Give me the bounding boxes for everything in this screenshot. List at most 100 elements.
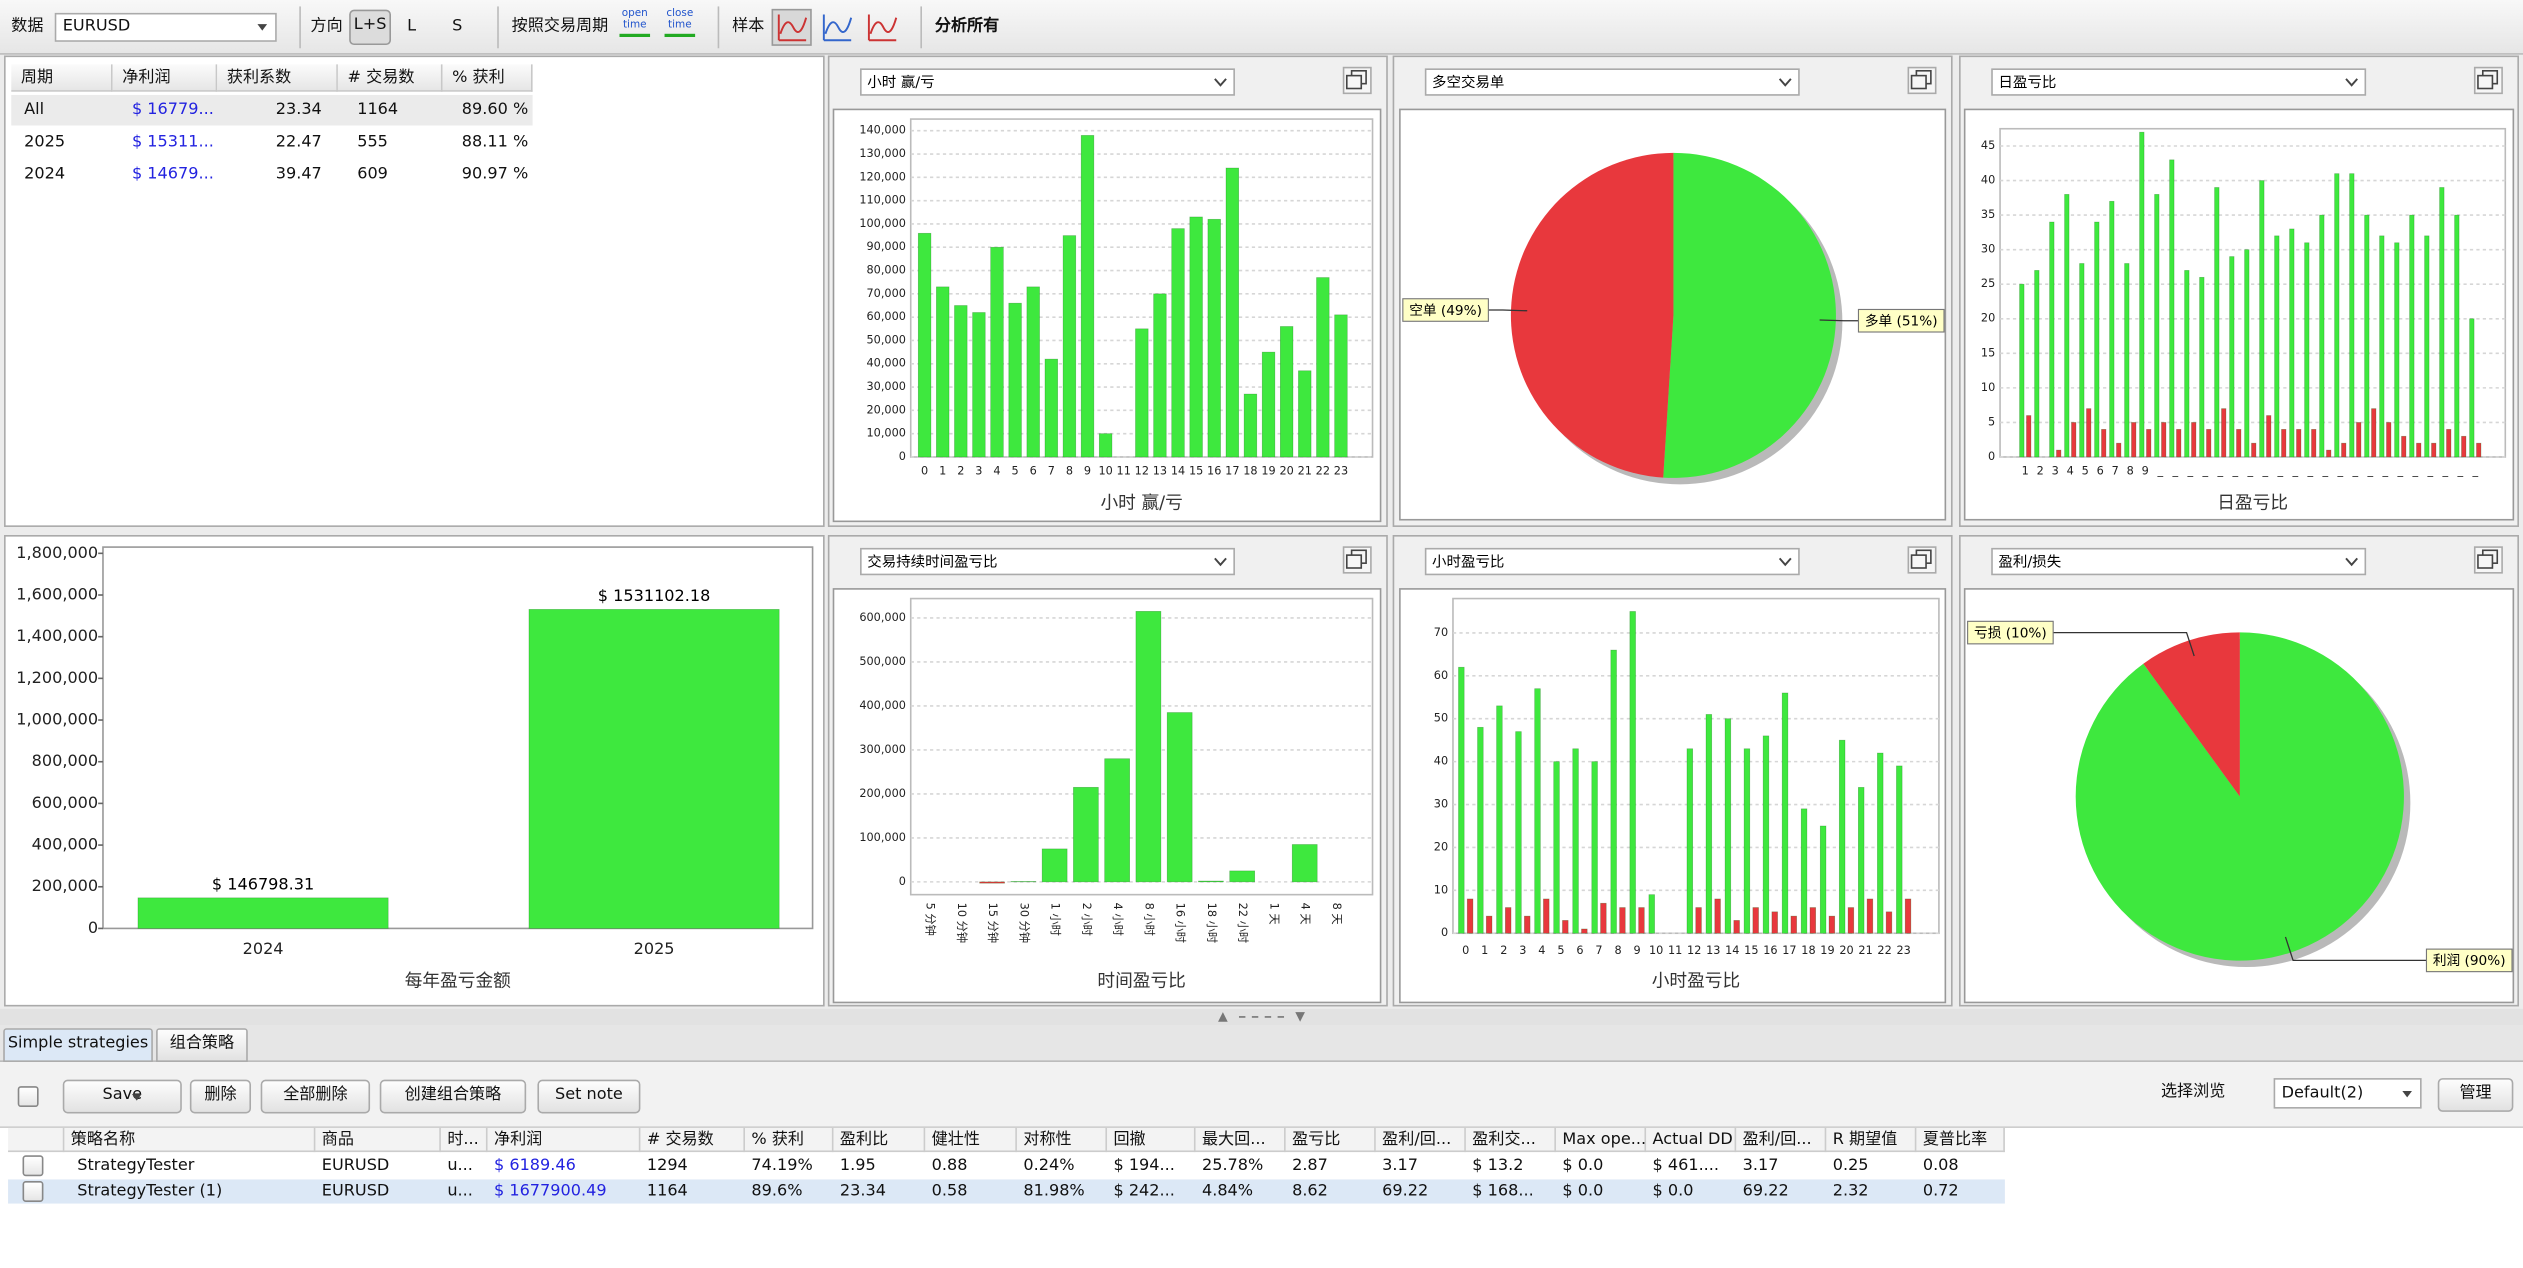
summary-row[interactable] [11, 94, 533, 126]
summary-row[interactable] [11, 159, 533, 190]
chart-dropdown[interactable] [860, 68, 1235, 96]
table-header-cell[interactable]: Max ope... [1556, 1127, 1647, 1153]
table-header-cell[interactable]: 健壮性 [925, 1127, 1017, 1153]
table-header-cell[interactable]: 最大回... [1196, 1127, 1286, 1153]
table-header-cell[interactable]: 策略名称 [64, 1127, 316, 1153]
x-axis-label: 日盈亏比 [2217, 493, 2288, 514]
tab[interactable]: 组合策略 [156, 1028, 248, 1062]
x-tick-label: 18 [1243, 464, 1257, 477]
x-axis-label: 小时盈亏比 [1652, 971, 1740, 992]
table-cell: 2.87 [1292, 1156, 1328, 1175]
chart-dropdown[interactable] [1991, 68, 2367, 96]
select-all-checkbox[interactable] [17, 1086, 39, 1108]
summary-header[interactable]: 周期 [11, 64, 113, 92]
set-note-button[interactable]: Set note [537, 1079, 641, 1114]
splitter[interactable] [0, 1008, 2523, 1025]
summary-header[interactable]: 净利润 [112, 64, 218, 92]
tab-bar [0, 1024, 2523, 1062]
manage-button[interactable]: 管理 [2437, 1078, 2514, 1112]
splitter-arrows [1218, 1012, 1305, 1022]
delete-button[interactable]: 删除 [189, 1079, 252, 1114]
bar [2221, 408, 2227, 458]
table-header-cell[interactable]: 盈亏比 [1286, 1127, 1376, 1153]
close-time-icon[interactable]: close time [661, 7, 698, 47]
dropdown-arrow [131, 1094, 142, 1101]
chart-dropdown[interactable] [1424, 547, 1800, 576]
x-tick-label: 17 [1782, 944, 1796, 957]
table-header-cell[interactable]: 盈利/回... [1376, 1127, 1466, 1153]
symbol-select[interactable]: EURUSD [54, 12, 277, 42]
bar [1809, 907, 1817, 934]
bar [2109, 200, 2115, 458]
table-header-cell[interactable]: 净利润 [488, 1127, 641, 1153]
table-header-cell[interactable]: 盈利交... [1466, 1127, 1556, 1153]
summary-cell: 2025 [24, 133, 66, 152]
x-tick-label: 2 [2037, 464, 2044, 477]
data-label: $ 146798.31 [212, 874, 314, 893]
bar [2026, 415, 2032, 458]
bar [2364, 214, 2370, 458]
y-tick-label: 45 [1981, 139, 1995, 152]
save-button[interactable]: Save [62, 1079, 182, 1114]
analyze-all-button[interactable]: 分析所有 [934, 17, 1000, 36]
table-row[interactable] [8, 1179, 2005, 1204]
bar [2139, 131, 2145, 458]
bar [936, 286, 950, 458]
bar [1904, 898, 1912, 934]
x-axis-label: 小时 赢/亏 [1100, 492, 1182, 514]
x-tick-label: 22 [1316, 464, 1330, 477]
open-time-icon[interactable]: open time [616, 7, 653, 47]
expand-icon [2477, 554, 2494, 569]
chart-dropdown[interactable] [1424, 68, 1800, 96]
direction-button[interactable]: L [407, 17, 417, 36]
bar [1104, 758, 1130, 883]
summary-header[interactable]: % 获利 [442, 64, 533, 92]
view-select[interactable]: Default(2) [2273, 1078, 2422, 1109]
x-tick-label: 13 [1153, 464, 1167, 477]
summary-header[interactable]: # 交易数 [337, 64, 443, 92]
summary-cell: 2024 [24, 165, 66, 184]
tab[interactable]: Simple strategies [3, 1028, 153, 1062]
bar [2356, 422, 2362, 458]
row-checkbox[interactable] [22, 1155, 44, 1177]
action-bar [0, 1061, 2523, 1127]
table-header-cell[interactable]: % 获利 [745, 1127, 834, 1153]
sample-icons[interactable] [771, 8, 903, 47]
table-header-cell[interactable]: 对称性 [1017, 1127, 1108, 1153]
direction-button[interactable]: S [452, 17, 463, 36]
table-row[interactable] [8, 1153, 2005, 1178]
chart-dropdown[interactable] [1991, 547, 2367, 576]
direction-button[interactable]: L+S [349, 9, 392, 46]
bar [1896, 765, 1903, 934]
x-tick-label: 16 [1763, 944, 1777, 957]
summary-header[interactable]: 获利系数 [217, 64, 338, 92]
summary-row[interactable] [11, 127, 533, 158]
table-header-cell[interactable]: 盈利/回... [1736, 1127, 1827, 1153]
x-tick-label: _ [2171, 464, 2178, 477]
table-header-cell[interactable]: 时... [441, 1127, 488, 1153]
bar [2401, 435, 2407, 458]
table-header-cell[interactable]: 盈利比 [833, 1127, 926, 1153]
table-cell: $ 6189.46 [493, 1156, 576, 1175]
create-portfolio-button[interactable]: 创建组合策略 [379, 1079, 527, 1114]
chart-dropdown[interactable] [860, 547, 1235, 576]
row-checkbox[interactable] [22, 1181, 44, 1202]
table-cell: 0.72 [1922, 1182, 1959, 1201]
delete-all-button[interactable]: 全部删除 [260, 1079, 371, 1114]
table-cell: 74.19% [751, 1156, 813, 1175]
table-cell: 1164 [646, 1182, 688, 1201]
table-header-cell[interactable]: 夏普比率 [1916, 1127, 2005, 1153]
bar [1572, 748, 1579, 934]
summary-cell: 39.47 [275, 165, 322, 184]
table-header-cell[interactable]: R 期望值 [1826, 1127, 1917, 1153]
x-tick-label: _ [2201, 464, 2208, 477]
table-header-cell[interactable]: Actual DD [1646, 1127, 1737, 1153]
pie-label: 亏损 (10%) [1974, 625, 2047, 641]
table-header-cell[interactable]: # 交易数 [640, 1127, 745, 1153]
table-header-cell[interactable]: 回撤 [1107, 1127, 1196, 1153]
bar [1316, 277, 1330, 458]
dropdown-chevron [1214, 557, 1227, 567]
table-header-cell[interactable]: 商品 [315, 1127, 441, 1153]
bar [1743, 748, 1751, 934]
